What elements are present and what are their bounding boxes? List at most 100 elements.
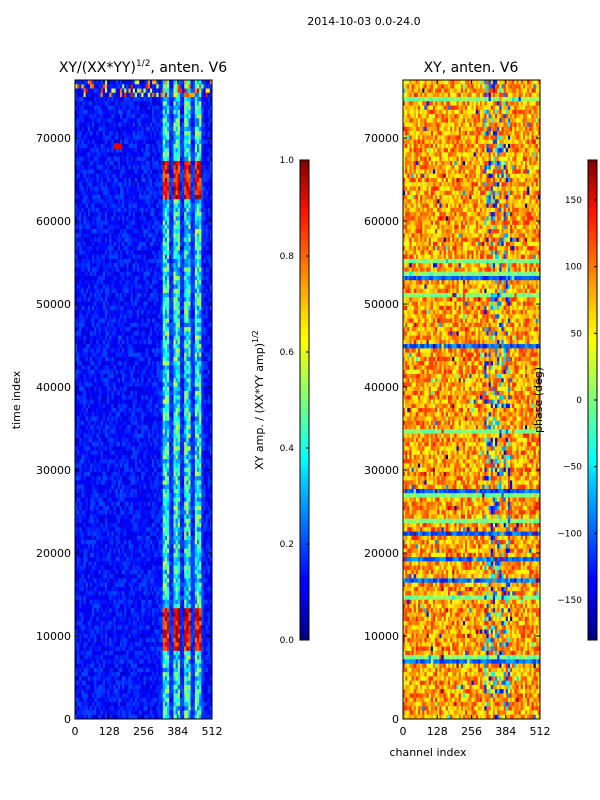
- amplitude-cell: [75, 97, 78, 102]
- amplitude-cell: [83, 109, 87, 115]
- amplitude-cell: [85, 131, 89, 136]
- amplitude-cell: [96, 97, 99, 102]
- amplitude-cell: [194, 84, 198, 89]
- amplitude-cell: [115, 122, 119, 128]
- amplitude-cell: [199, 109, 202, 115]
- amplitude-cell: [75, 114, 78, 119]
- amplitude-cell: [162, 105, 166, 111]
- amplitude-cell: [164, 131, 168, 136]
- amplitude-cell: [107, 148, 110, 153]
- amplitude-cell: [173, 109, 177, 115]
- amplitude-cell: [184, 118, 187, 123]
- amplitude-cell: [119, 97, 123, 102]
- amplitude-cell: [167, 84, 170, 89]
- amplitude-cell: [162, 92, 166, 98]
- amplitude-cell: [137, 122, 140, 128]
- amplitude-cell: [147, 139, 151, 145]
- amplitude-cell: [143, 80, 147, 85]
- amplitude-cell: [154, 156, 157, 162]
- amplitude-cell: [96, 101, 99, 106]
- amplitude-cell: [145, 88, 149, 94]
- amplitude-cell: [199, 131, 202, 136]
- amplitude-cell: [122, 118, 125, 123]
- amplitude-cell: [173, 92, 177, 98]
- amplitude-cell: [104, 118, 108, 123]
- amplitude-cell: [98, 160, 102, 166]
- amplitude-cell: [179, 122, 183, 128]
- amplitude-cell: [113, 135, 117, 141]
- amplitude-cell: [126, 84, 129, 89]
- amplitude-cell: [102, 122, 106, 128]
- amplitude-cell: [79, 148, 82, 153]
- amplitude-cell: [139, 105, 142, 111]
- amplitude-cell: [115, 131, 119, 136]
- amplitude-cell: [119, 135, 123, 141]
- amplitude-cell: [209, 84, 213, 89]
- amplitude-cell: [186, 122, 189, 128]
- amplitude-cell: [87, 143, 91, 149]
- amplitude-cell: [194, 80, 198, 85]
- amplitude-cell: [83, 101, 87, 106]
- amplitude-cell: [96, 126, 99, 132]
- amplitude-cell: [122, 135, 125, 141]
- amplitude-cell: [75, 131, 78, 136]
- amplitude-cell: [87, 160, 91, 166]
- amplitude-cell: [205, 88, 209, 94]
- amplitude-cell: [154, 109, 157, 115]
- amplitude-cell: [175, 88, 179, 94]
- amplitude-cell: [152, 148, 155, 153]
- amplitude-cell: [158, 105, 162, 111]
- amplitude-cell: [77, 80, 80, 85]
- amplitude-cell: [100, 97, 104, 102]
- amplitude-cell: [173, 156, 177, 162]
- amplitude-cell: [77, 97, 80, 102]
- amplitude-cell: [167, 88, 170, 94]
- amplitude-cell: [117, 131, 121, 136]
- amplitude-cell: [89, 126, 93, 132]
- amplitude-cell: [209, 148, 213, 153]
- amplitude-cell: [83, 92, 87, 98]
- amplitude-cell: [188, 122, 191, 128]
- amplitude-cell: [132, 139, 136, 145]
- amplitude-cell: [113, 105, 117, 111]
- amplitude-cell: [167, 156, 170, 162]
- amplitude-cell: [122, 80, 125, 85]
- amplitude-cell: [122, 148, 125, 153]
- amplitude-cell: [87, 135, 91, 141]
- amplitude-cell: [126, 109, 129, 115]
- amplitude-cell: [207, 80, 211, 85]
- amplitude-cell: [188, 101, 191, 106]
- amplitude-cell: [199, 143, 202, 149]
- amplitude-cell: [156, 122, 159, 128]
- amplitude-cell: [179, 135, 183, 141]
- amplitude-cell: [171, 148, 174, 153]
- amplitude-cell: [79, 143, 82, 149]
- amplitude-cell: [152, 139, 155, 145]
- amplitude-cell: [77, 105, 80, 111]
- amplitude-cell: [79, 131, 82, 136]
- amplitude-cell: [199, 135, 202, 141]
- amplitude-cell: [201, 143, 204, 149]
- amplitude-cell: [109, 101, 112, 106]
- amplitude-cell: [188, 143, 191, 149]
- amplitude-cell: [186, 114, 189, 119]
- amplitude-cell: [115, 101, 119, 106]
- amplitude-cell: [177, 143, 181, 149]
- amplitude-cell: [184, 114, 187, 119]
- amplitude-cell: [199, 126, 202, 132]
- amplitude-cell: [186, 109, 189, 115]
- amplitude-cell: [132, 135, 136, 141]
- amplitude-cell: [177, 126, 181, 132]
- amplitude-cell: [92, 84, 95, 89]
- amplitude-cell: [81, 148, 84, 153]
- amplitude-cell: [126, 135, 129, 141]
- amplitude-cell: [109, 109, 112, 115]
- amplitude-cell: [147, 84, 151, 89]
- amplitude-cell: [158, 88, 162, 94]
- amplitude-cell: [113, 160, 117, 166]
- amplitude-cell: [190, 84, 194, 89]
- amplitude-cell: [81, 139, 84, 145]
- amplitude-cell: [207, 109, 211, 115]
- amplitude-cell: [199, 152, 202, 158]
- amplitude-cell: [124, 92, 127, 98]
